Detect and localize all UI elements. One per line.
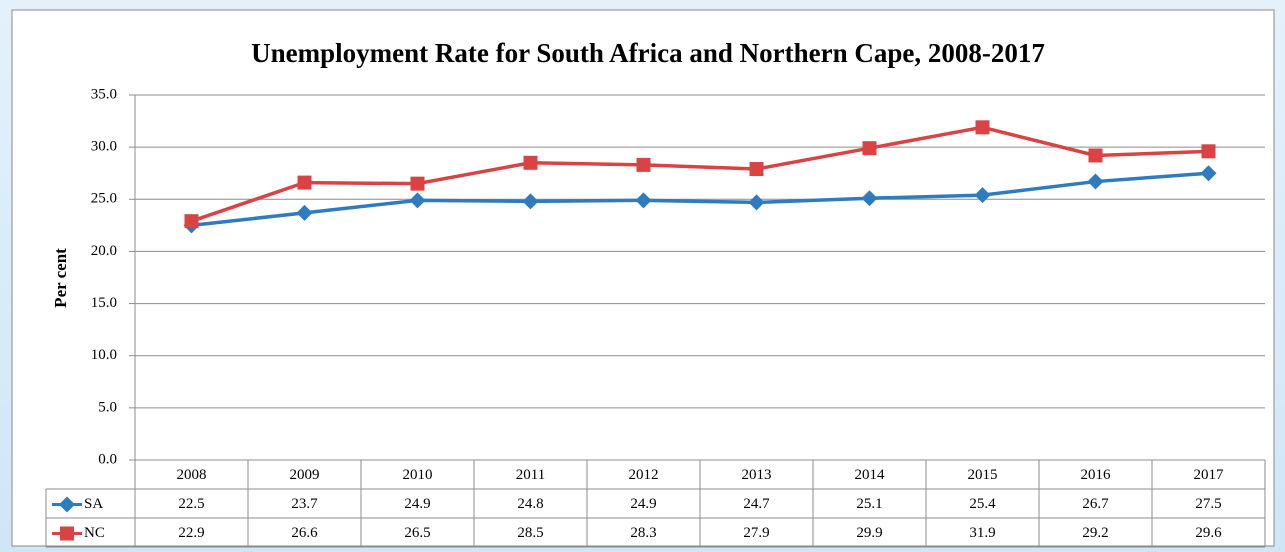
table-value: 28.3 — [630, 525, 656, 541]
table-value: 26.6 — [291, 525, 318, 541]
y-tick-label: 35.0 — [91, 86, 117, 102]
table-value: 24.9 — [630, 496, 656, 512]
x-tick-label: 2011 — [516, 467, 545, 483]
series-line — [190, 125, 1209, 223]
x-tick-label: 2015 — [968, 467, 998, 483]
y-tick-label: 0.0 — [98, 451, 117, 467]
y-tick-label: 10.0 — [91, 347, 117, 363]
table-value: 24.7 — [743, 496, 770, 512]
point — [1087, 173, 1104, 190]
point — [636, 157, 651, 172]
y-tick-label: 5.0 — [98, 399, 117, 415]
table-value: 29.9 — [856, 525, 882, 541]
point — [974, 187, 991, 204]
point — [522, 193, 539, 210]
chart-frame — [11, 9, 1275, 547]
x-tick-label: 2012 — [629, 467, 659, 483]
point — [409, 192, 426, 209]
table-value: 22.9 — [178, 525, 204, 541]
y-tick-label: 15.0 — [91, 295, 117, 311]
chart-title: Unemployment Rate for South Africa and N… — [251, 38, 1045, 68]
point — [184, 214, 199, 229]
legend-label: SA — [84, 496, 103, 512]
table-value: 25.4 — [969, 496, 996, 512]
y-tick-label: 30.0 — [91, 139, 117, 155]
table-value: 28.5 — [517, 525, 543, 541]
legend-label: NC — [84, 525, 105, 541]
table-value: 29.6 — [1195, 525, 1222, 541]
table-value: 31.9 — [969, 525, 995, 541]
x-tick-label: 2017 — [1194, 467, 1225, 483]
table-value: 27.5 — [1195, 496, 1221, 512]
point — [297, 175, 312, 190]
point — [748, 194, 765, 211]
x-tick-label: 2014 — [855, 467, 886, 483]
point — [862, 141, 877, 156]
table-value: 27.9 — [743, 525, 769, 541]
table-value: 22.5 — [178, 496, 204, 512]
point — [1088, 148, 1103, 163]
y-tick-label: 25.0 — [91, 191, 117, 207]
point — [296, 204, 313, 221]
table-value: 25.1 — [856, 496, 882, 512]
x-tick-label: 2008 — [177, 467, 207, 483]
table-value: 26.7 — [1082, 496, 1109, 512]
point — [1200, 165, 1217, 182]
point — [749, 162, 764, 177]
point — [861, 190, 878, 207]
table-value: 24.8 — [517, 496, 543, 512]
point — [975, 120, 990, 135]
y-axis-label: Per cent — [51, 248, 70, 308]
point — [523, 155, 538, 170]
table-value: 29.2 — [1082, 525, 1108, 541]
point — [410, 176, 425, 191]
x-tick-label: 2009 — [290, 467, 320, 483]
x-tick-label: 2016 — [1081, 467, 1112, 483]
table-value: 26.5 — [404, 525, 430, 541]
x-tick-label: 2013 — [742, 467, 772, 483]
table-value: 24.9 — [404, 496, 430, 512]
x-tick-label: 2010 — [403, 467, 433, 483]
legend-marker — [59, 496, 75, 513]
legend-marker — [60, 526, 74, 541]
y-tick-label: 20.0 — [91, 243, 117, 259]
point — [635, 192, 652, 209]
table-value: 23.7 — [291, 496, 318, 512]
point — [1201, 144, 1216, 159]
series-line — [191, 171, 1209, 228]
